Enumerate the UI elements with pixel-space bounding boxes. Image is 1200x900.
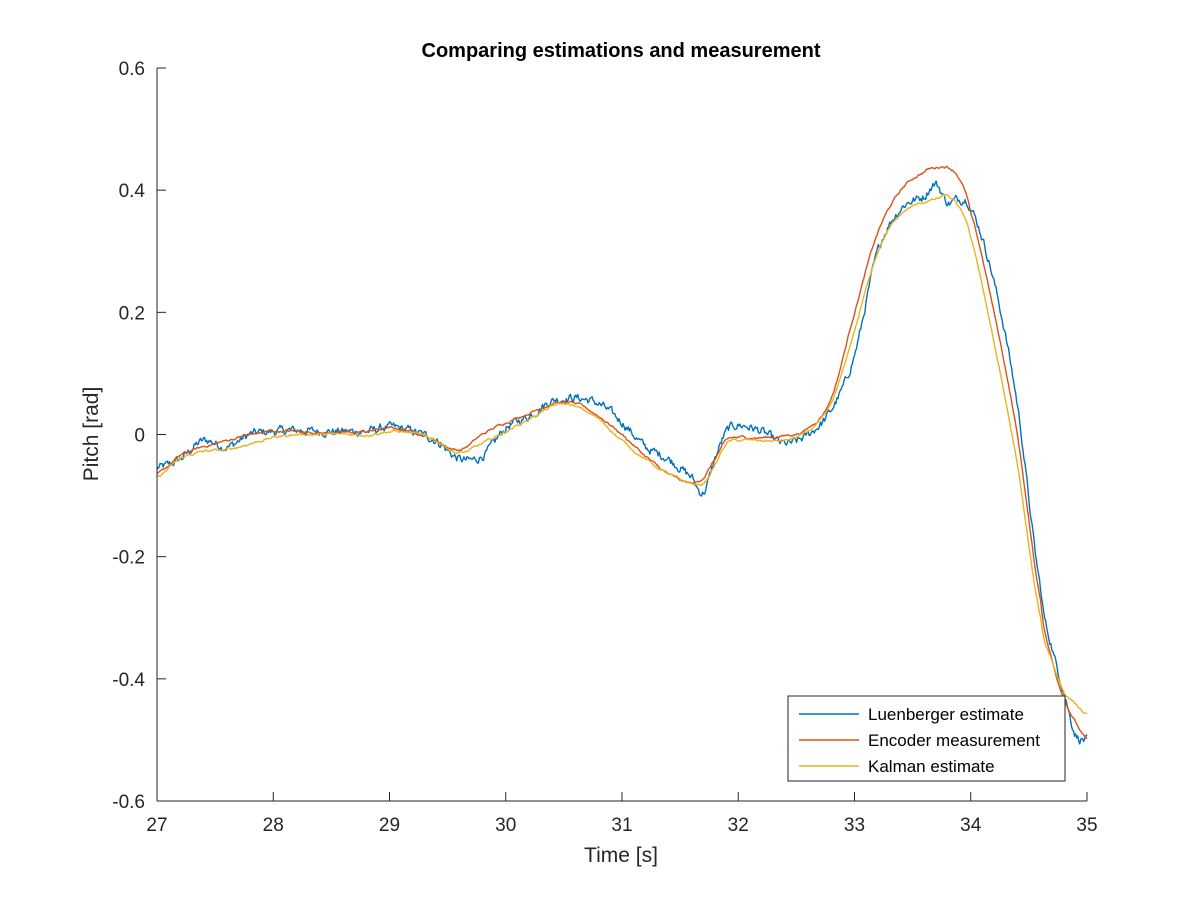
y-tick-label: 0.4	[119, 181, 146, 202]
x-tick-label: 32	[728, 815, 749, 836]
legend-box	[787, 695, 1066, 782]
y-tick-label: -0.2	[112, 548, 145, 569]
x-tick-label: 33	[844, 815, 865, 836]
legend-entry-label: Kalman estimate	[868, 757, 995, 776]
x-tick-label: 35	[1076, 815, 1097, 836]
tick-layer: 27 28 29 30 31 32 33 34 35 -0.6 -0.4 -0.2 0 0.2 0.4 0.6	[112, 59, 1097, 836]
y-tick-label: 0	[134, 426, 145, 447]
series-layer	[156, 165, 1088, 745]
y-tick-label: 0.6	[119, 59, 145, 80]
series-line-1	[156, 180, 1088, 745]
x-tick-label: 31	[611, 815, 632, 836]
x-axis-title: Time [s]	[584, 844, 658, 867]
legend: Luenberger estimate Encoder measurement Ka…	[787, 695, 1066, 782]
chart-title: Comparing estimations and measurement	[422, 40, 821, 62]
series-line-2	[156, 165, 1088, 740]
x-tick-label: 34	[960, 815, 982, 836]
legend-entry-label: Encoder measurement	[868, 731, 1040, 750]
series-line-3	[156, 193, 1088, 715]
y-tick-label: -0.6	[112, 792, 145, 813]
x-tick-label: 30	[495, 815, 516, 836]
y-axis-title: Pitch [rad]	[80, 387, 103, 482]
x-tick-label: 27	[146, 815, 167, 836]
x-tick-label: 28	[263, 815, 284, 836]
x-tick-label: 29	[379, 815, 400, 836]
y-tick-label: -0.4	[112, 670, 145, 691]
y-tick-label: 0.2	[119, 303, 145, 324]
legend-entry-label: Luenberger estimate	[868, 705, 1024, 724]
